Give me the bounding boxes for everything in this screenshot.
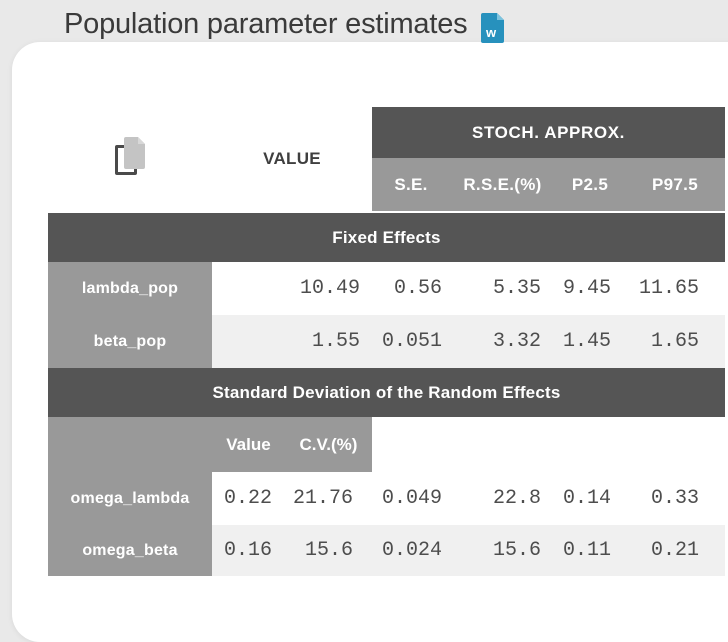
cell-lambda-se: 0.56 xyxy=(372,262,450,315)
page-header: Population parameter estimates w xyxy=(64,8,505,43)
row-label-omega-lambda: omega_lambda xyxy=(48,472,212,525)
row-label-beta-pop: beta_pop xyxy=(48,315,212,368)
cell-beta-p975: 1.65 xyxy=(625,315,725,368)
cell-omega-lambda-se: 0.049 xyxy=(372,472,450,525)
cell-lambda-value: 10.49 xyxy=(212,262,372,315)
word-doc-icon-svg: w xyxy=(481,13,505,43)
copy-pages-icon xyxy=(115,137,145,175)
table-corner-cell xyxy=(48,107,212,211)
cell-beta-value: 1.55 xyxy=(212,315,372,368)
cell-omega-lambda-rse: 22.8 xyxy=(450,472,555,525)
cell-beta-p25: 1.45 xyxy=(555,315,625,368)
cell-lambda-p975: 11.65 xyxy=(625,262,725,315)
cell-beta-rse: 3.32 xyxy=(450,315,555,368)
cell-beta-se: 0.051 xyxy=(372,315,450,368)
cell-lambda-p25: 9.45 xyxy=(555,262,625,315)
cell-lambda-rse: 5.35 xyxy=(450,262,555,315)
column-header-value: VALUE xyxy=(263,149,321,168)
random-sub-header-cv: C.V.(%) xyxy=(285,417,372,472)
column-header-p975: P97.5 xyxy=(625,158,725,211)
cell-omega-lambda-p25: 0.14 xyxy=(555,472,625,525)
section-band-fixed-effects: Fixed Effects xyxy=(48,213,725,262)
svg-text:w: w xyxy=(485,25,497,40)
copy-table-button[interactable] xyxy=(110,134,150,184)
row-label-lambda-pop: lambda_pop xyxy=(48,262,212,315)
column-header-se: S.E. xyxy=(372,158,450,211)
cell-omega-lambda-p975: 0.33 xyxy=(625,472,725,525)
column-group-stoch-approx: STOCH. APPROX. xyxy=(372,107,725,158)
column-header-p25: P2.5 xyxy=(555,158,625,211)
section-band-random-effects: Standard Deviation of the Random Effects xyxy=(48,368,725,417)
row-label-omega-beta: omega_beta xyxy=(48,525,212,576)
page-title: Population parameter estimates xyxy=(64,8,468,40)
cell-omega-beta-se: 0.024 xyxy=(372,525,450,576)
random-sub-header-spacer xyxy=(48,417,212,472)
word-doc-icon[interactable]: w xyxy=(481,13,505,43)
cell-omega-lambda-value: 0.22 xyxy=(212,472,285,525)
cell-omega-beta-value: 0.16 xyxy=(212,525,285,576)
cell-omega-beta-cv: 15.6 xyxy=(285,525,372,576)
column-header-rse: R.S.E.(%) xyxy=(450,158,555,211)
cell-omega-beta-p975: 0.21 xyxy=(625,525,725,576)
cell-omega-beta-p25: 0.11 xyxy=(555,525,625,576)
random-sub-header-value: Value xyxy=(212,417,285,472)
cell-omega-lambda-cv: 21.76 xyxy=(285,472,372,525)
cell-omega-beta-rse: 15.6 xyxy=(450,525,555,576)
parameter-estimates-table: VALUE STOCH. APPROX. S.E. R.S.E.(%) P2.5… xyxy=(48,107,725,576)
